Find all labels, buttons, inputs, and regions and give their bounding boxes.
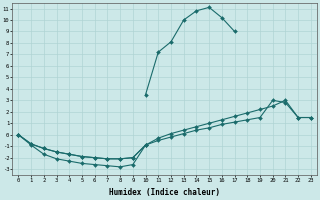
X-axis label: Humidex (Indice chaleur): Humidex (Indice chaleur): [109, 188, 220, 197]
